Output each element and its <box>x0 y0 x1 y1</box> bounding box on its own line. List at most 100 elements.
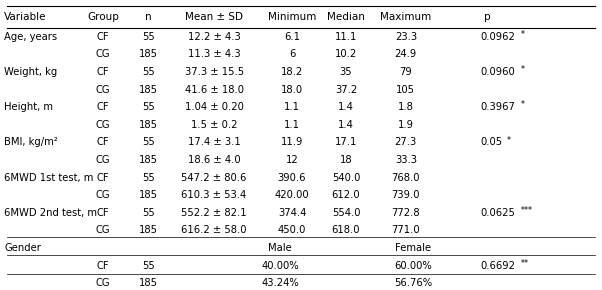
Text: CG: CG <box>96 50 111 59</box>
Text: 40.00%: 40.00% <box>261 261 299 271</box>
Text: 771.0: 771.0 <box>391 225 420 235</box>
Text: 420.00: 420.00 <box>275 190 309 200</box>
Text: 185: 185 <box>138 225 158 235</box>
Text: Maximum: Maximum <box>380 12 432 22</box>
Text: CG: CG <box>96 155 111 165</box>
Text: CF: CF <box>97 137 110 147</box>
Text: 1.1: 1.1 <box>284 120 300 130</box>
Text: CF: CF <box>97 32 110 42</box>
Text: 0.0625: 0.0625 <box>481 208 516 218</box>
Text: 23.3: 23.3 <box>395 32 417 42</box>
Text: 6: 6 <box>289 50 295 59</box>
Text: 18.2: 18.2 <box>281 67 303 77</box>
Text: 772.8: 772.8 <box>391 208 420 218</box>
Text: 6.1: 6.1 <box>284 32 300 42</box>
Text: 35: 35 <box>340 67 352 77</box>
Text: 11.3 ± 4.3: 11.3 ± 4.3 <box>188 50 240 59</box>
Text: 55: 55 <box>142 261 155 271</box>
Text: 55: 55 <box>142 32 155 42</box>
Text: 55: 55 <box>142 173 155 183</box>
Text: Minimum: Minimum <box>268 12 316 22</box>
Text: BMI, kg/m²: BMI, kg/m² <box>4 137 58 147</box>
Text: 6MWD 2nd test, m: 6MWD 2nd test, m <box>4 208 98 218</box>
Text: *: * <box>520 100 524 109</box>
Text: 12: 12 <box>285 155 299 165</box>
Text: 56.76%: 56.76% <box>394 278 432 288</box>
Text: CF: CF <box>97 102 110 112</box>
Text: 6MWD 1st test, m: 6MWD 1st test, m <box>4 173 94 183</box>
Text: 55: 55 <box>142 67 155 77</box>
Text: 1.4: 1.4 <box>338 102 354 112</box>
Text: 616.2 ± 58.0: 616.2 ± 58.0 <box>181 225 247 235</box>
Text: Weight, kg: Weight, kg <box>4 67 58 77</box>
Text: 105: 105 <box>396 85 415 95</box>
Text: 1.8: 1.8 <box>398 102 414 112</box>
Text: 18: 18 <box>340 155 352 165</box>
Text: 374.4: 374.4 <box>278 208 306 218</box>
Text: 552.2 ± 82.1: 552.2 ± 82.1 <box>181 208 247 218</box>
Text: 612.0: 612.0 <box>332 190 360 200</box>
Text: 554.0: 554.0 <box>332 208 360 218</box>
Text: CF: CF <box>97 208 110 218</box>
Text: Group: Group <box>87 12 119 22</box>
Text: 547.2 ± 80.6: 547.2 ± 80.6 <box>181 173 247 183</box>
Text: 55: 55 <box>142 208 155 218</box>
Text: 37.2: 37.2 <box>335 85 357 95</box>
Text: 18.0: 18.0 <box>281 85 303 95</box>
Text: 450.0: 450.0 <box>278 225 306 235</box>
Text: 0.0960: 0.0960 <box>481 67 515 77</box>
Text: 540.0: 540.0 <box>332 173 360 183</box>
Text: 610.3 ± 53.4: 610.3 ± 53.4 <box>181 190 247 200</box>
Text: CG: CG <box>96 120 111 130</box>
Text: 185: 185 <box>138 155 158 165</box>
Text: 768.0: 768.0 <box>392 173 420 183</box>
Text: CG: CG <box>96 85 111 95</box>
Text: Height, m: Height, m <box>4 102 54 112</box>
Text: 55: 55 <box>142 137 155 147</box>
Text: **: ** <box>520 259 529 268</box>
Text: CF: CF <box>97 261 110 271</box>
Text: 618.0: 618.0 <box>332 225 360 235</box>
Text: CF: CF <box>97 173 110 183</box>
Text: 185: 185 <box>138 278 158 288</box>
Text: n: n <box>145 12 152 22</box>
Text: Male: Male <box>268 243 292 253</box>
Text: CG: CG <box>96 278 111 288</box>
Text: CG: CG <box>96 190 111 200</box>
Text: Mean ± SD: Mean ± SD <box>185 12 243 22</box>
Text: 12.2 ± 4.3: 12.2 ± 4.3 <box>188 32 240 42</box>
Text: 0.6692: 0.6692 <box>481 261 516 271</box>
Text: ***: *** <box>520 206 532 215</box>
Text: 10.2: 10.2 <box>335 50 357 59</box>
Text: 17.1: 17.1 <box>335 137 357 147</box>
Text: 0.3967: 0.3967 <box>481 102 516 112</box>
Text: 37.3 ± 15.5: 37.3 ± 15.5 <box>185 67 244 77</box>
Text: 43.24%: 43.24% <box>261 278 299 288</box>
Text: Female: Female <box>396 243 432 253</box>
Text: 1.04 ± 0.20: 1.04 ± 0.20 <box>185 102 244 112</box>
Text: *: * <box>520 30 524 39</box>
Text: 185: 185 <box>138 50 158 59</box>
Text: Variable: Variable <box>4 12 47 22</box>
Text: Gender: Gender <box>4 243 42 253</box>
Text: 79: 79 <box>400 67 412 77</box>
Text: CF: CF <box>97 67 110 77</box>
Text: 0.05: 0.05 <box>481 137 503 147</box>
Text: 739.0: 739.0 <box>392 190 420 200</box>
Text: Median: Median <box>327 12 365 22</box>
Text: 185: 185 <box>138 190 158 200</box>
Text: 1.5 ± 0.2: 1.5 ± 0.2 <box>191 120 237 130</box>
Text: 11.9: 11.9 <box>281 137 303 147</box>
Text: *: * <box>520 65 524 74</box>
Text: 18.6 ± 4.0: 18.6 ± 4.0 <box>188 155 240 165</box>
Text: 55: 55 <box>142 102 155 112</box>
Text: 1.4: 1.4 <box>338 120 354 130</box>
Text: 27.3: 27.3 <box>395 137 417 147</box>
Text: 1.1: 1.1 <box>284 102 300 112</box>
Text: 1.9: 1.9 <box>398 120 414 130</box>
Text: 17.4 ± 3.1: 17.4 ± 3.1 <box>188 137 240 147</box>
Text: p: p <box>484 12 491 22</box>
Text: 41.6 ± 18.0: 41.6 ± 18.0 <box>185 85 244 95</box>
Text: 24.9: 24.9 <box>395 50 417 59</box>
Text: 0.0962: 0.0962 <box>481 32 516 42</box>
